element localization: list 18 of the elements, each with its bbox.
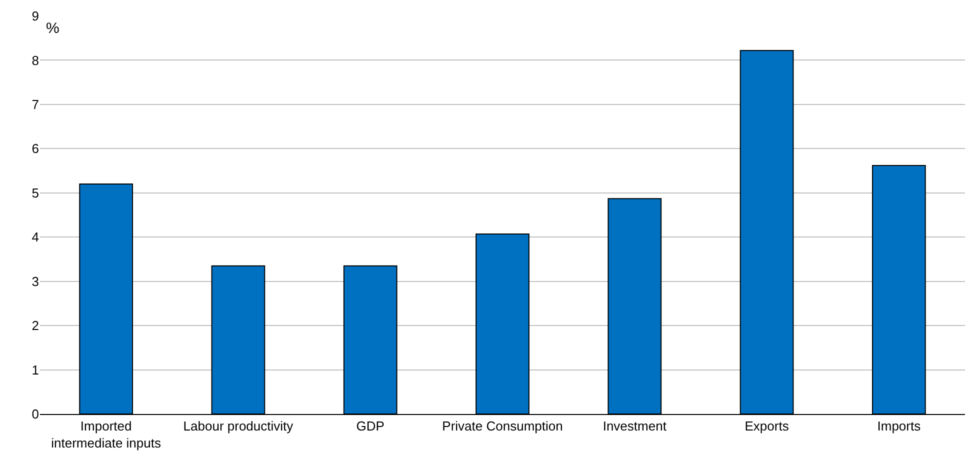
x-tick-label: Labour productivity <box>183 418 294 434</box>
y-tick-label: 9 <box>32 8 39 24</box>
x-tick-label: Private Consumption <box>442 418 563 434</box>
y-tick-label: 3 <box>32 274 39 289</box>
y-tick-label: 1 <box>32 362 39 378</box>
x-tick-label: Investment <box>602 418 667 434</box>
y-tick-label: 4 <box>32 230 39 245</box>
y-tick-label: 8 <box>32 52 39 68</box>
y-tick-label: 7 <box>32 96 39 112</box>
y-axis-title: % <box>46 20 60 37</box>
x-tick-label: GDP <box>356 418 384 434</box>
y-tick-label: 2 <box>32 318 39 334</box>
x-tick-label: Exports <box>744 418 790 434</box>
y-tick-label: 0 <box>32 406 39 422</box>
y-tick-label: 6 <box>32 141 39 156</box>
x-tick-label: Imports <box>877 418 922 434</box>
x-tick-label: Imported intermediate inputs <box>51 418 162 450</box>
y-tick-label: 5 <box>32 185 39 200</box>
